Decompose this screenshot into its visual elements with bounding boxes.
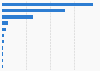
Bar: [2, 52, 3, 56]
Bar: [2, 46, 3, 50]
Bar: [2, 21, 8, 25]
Bar: [2, 9, 65, 12]
Bar: [2, 40, 4, 43]
Bar: [2, 3, 94, 6]
Bar: [2, 15, 33, 19]
Bar: [2, 59, 3, 62]
Bar: [2, 34, 4, 37]
Bar: [2, 28, 6, 31]
